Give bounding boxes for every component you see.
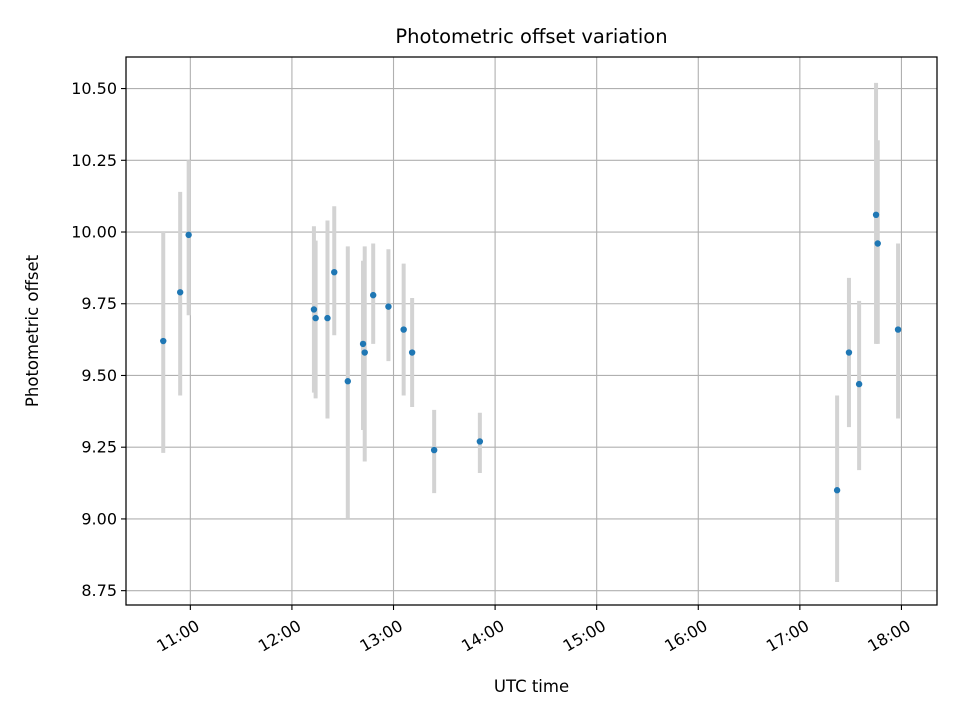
data-point — [176, 289, 184, 296]
data-point — [855, 380, 863, 388]
y-axis-label: Photometric offset — [23, 254, 42, 407]
data-points — [160, 211, 902, 494]
y-tick-label: 8.75 — [81, 581, 117, 600]
plot-frame — [125, 56, 938, 606]
x-axis-label: UTC time — [494, 677, 569, 696]
data-point — [894, 326, 902, 333]
y-tick-label: 10.50 — [71, 79, 117, 98]
data-point — [359, 340, 367, 348]
data-point — [361, 349, 368, 356]
data-point — [310, 306, 318, 313]
data-point — [872, 211, 880, 219]
y-tick-label: 10.25 — [71, 151, 117, 170]
data-point — [476, 438, 484, 445]
data-point — [369, 291, 377, 299]
data-point — [331, 268, 338, 276]
data-point — [845, 349, 853, 356]
data-point — [344, 378, 351, 385]
y-tick-label: 9.00 — [81, 509, 117, 528]
data-point — [324, 314, 331, 322]
data-point — [400, 326, 407, 333]
y-axis-ticks: 8.75 9.00 9.25 9.50 9.75 10.00 10.25 10.50 — [71, 79, 126, 600]
data-point — [185, 231, 192, 239]
data-point — [312, 314, 319, 322]
y-tick-label: 10.00 — [71, 223, 117, 242]
data-point — [874, 240, 881, 247]
y-tick-label: 9.25 — [81, 438, 117, 457]
grid — [126, 57, 937, 605]
y-tick-label: 9.75 — [81, 294, 117, 313]
data-point — [408, 349, 416, 356]
chart-title: Photometric offset variation — [395, 25, 667, 48]
data-point — [160, 337, 167, 345]
data-point — [385, 303, 392, 310]
data-point — [430, 446, 438, 454]
y-tick-label: 9.50 — [81, 366, 117, 385]
data-point — [833, 487, 841, 494]
